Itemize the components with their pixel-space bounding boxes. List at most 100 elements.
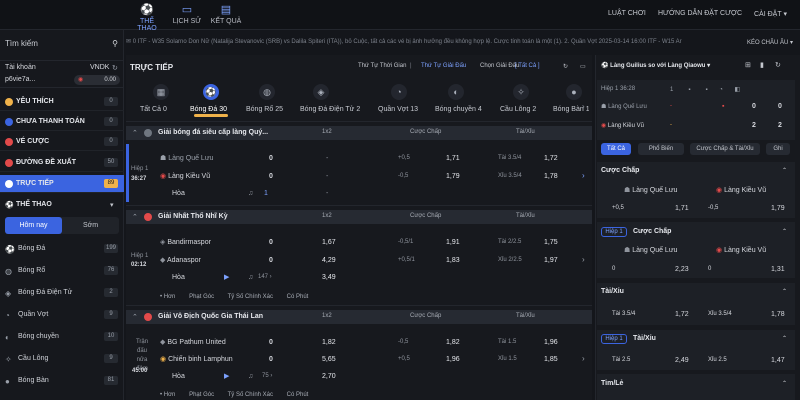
team-home-row: ◈ Bandirmaspor [160, 239, 211, 246]
league-header[interactable]: ⌃ Giải Nhất Thổ Nhĩ Kỳ 1x2 Cược Chấp Tài… [126, 210, 592, 224]
sidebar [0, 30, 124, 400]
sport-tennis[interactable]: ◔ Quần Vợt 9 [0, 306, 124, 324]
search-icon: ⚲ [112, 39, 118, 48]
sport-basketball[interactable]: ◍ Bóng Rổ 76 [0, 262, 124, 280]
chevron-right-icon[interactable]: › [582, 354, 585, 363]
subtab-minutes[interactable]: Có Phút [286, 392, 309, 398]
tab-table-tennis[interactable]: ●Bóng Bàn 13 [553, 80, 589, 122]
filter-all[interactable]: Tất Cả [601, 143, 631, 155]
sport-esoccer[interactable]: ◈ Bóng Đá Điện Tử 2 [0, 284, 124, 302]
megaphone-icon: ✉ [126, 39, 132, 45]
nav-sports[interactable]: ⚽ THỂ THAO [137, 4, 157, 32]
tab-soccer[interactable]: ⚽ Bóng Đá 30 [190, 80, 234, 122]
currency: VNDK [90, 64, 110, 71]
search-input[interactable]: Tìm kiếm ⚲ [5, 39, 118, 48]
refresh-icon[interactable]: ↻ [112, 65, 118, 72]
odds-button[interactable]: 2,49 [675, 357, 689, 364]
bell-icon[interactable]: ♫ [248, 274, 254, 281]
shuttlecock-icon: ✧ [5, 355, 12, 364]
chevron-up-icon[interactable]: ⌃ [782, 229, 788, 235]
betting-guide-link[interactable]: HƯỚNG DẪN ĐẶT CƯỢC [658, 10, 743, 17]
sport-soccer[interactable]: ⚽ Bóng Đá 199 [5, 244, 118, 254]
filter-handicap-ou[interactable]: Cược Chấp & Tài/Xỉu [690, 143, 760, 155]
red-card-indicator: ▪ [722, 103, 725, 110]
odds-button[interactable]: 1,78 [771, 311, 785, 318]
refresh-icon[interactable]: ↻ [775, 62, 781, 69]
subtab-corners[interactable]: Phạt Góc [189, 392, 215, 398]
video-icon[interactable]: ▶ [224, 274, 230, 281]
sport-table-tennis[interactable]: ● Bóng Bàn 81 [0, 372, 124, 390]
sort-time[interactable]: Thứ Tự Thời Gian [358, 63, 407, 69]
chevron-right-icon[interactable]: › [582, 102, 585, 111]
chevron-up-icon[interactable]: ⌃ [782, 381, 788, 387]
collapse-icon[interactable]: ▭ [580, 64, 586, 70]
refresh-icon[interactable]: ↻ [563, 64, 569, 70]
sport-badminton[interactable]: ✧ Cầu Lông 9 [0, 350, 124, 368]
soccer-icon: ⚽ [5, 245, 15, 254]
tab-basketball[interactable]: ◍ Bóng Rổ 25 [246, 80, 290, 122]
tab-tennis[interactable]: ◔ Quần Vợt 13 [378, 80, 422, 122]
more-markets[interactable]: 147 › [258, 274, 272, 280]
tab-early[interactable]: Sớm [82, 222, 99, 229]
bell-icon[interactable]: ♫ [248, 373, 254, 380]
market-subtabs: • Hơn Phạt Góc Tỷ Số Chính Xác Có Phút [160, 294, 308, 300]
subtab-minutes[interactable]: Có Phút [286, 294, 309, 300]
team-away-row: ◉ Chiến binh Lamphun [160, 356, 233, 363]
pin-icon[interactable]: ⊞ [745, 62, 751, 69]
menu-live[interactable]: TRỰC TIẾP 89 [0, 175, 124, 193]
paddle-icon: ● [5, 377, 10, 386]
filter-score[interactable]: Ghi [766, 143, 790, 155]
day-tabs: Hôm nay Sớm [5, 217, 119, 234]
subtab-more[interactable]: Hơn [163, 392, 176, 398]
bell-icon[interactable]: ♫ [248, 190, 254, 197]
video-icon[interactable]: ▶ [224, 373, 230, 380]
settings-link[interactable]: CÀI ĐẶT ▾ [754, 11, 787, 18]
league-header[interactable]: ⌃ Giải Vô Địch Quốc Gia Thái Lan 1x2 Cượ… [126, 310, 592, 324]
tab-today[interactable]: Hôm nay [5, 217, 62, 234]
subtab-more[interactable]: Hơn [163, 294, 176, 300]
menu-favorites[interactable]: YÊU THÍCH 0 [0, 93, 124, 111]
odds-button[interactable]: 1,79 [771, 205, 785, 212]
subtab-correct-score[interactable]: Tỷ Số Chính Xác [227, 294, 273, 300]
league-header[interactable]: ⌃ Giải bóng đá siêu cấp làng Quý... 1x2 … [126, 126, 592, 140]
filter-popular[interactable]: Phổ Biến [638, 143, 684, 155]
team-logo-icon: ☗ [601, 104, 607, 110]
tab-volleyball[interactable]: ◐ Bóng chuyền 4 [435, 80, 482, 122]
nav-history[interactable]: ▭ LỊCH SỬ [172, 4, 202, 25]
menu-unsettled[interactable]: CHƯA THANH TOÁN 0 [0, 113, 124, 131]
subtab-correct-score[interactable]: Tỷ Số Chính Xác [227, 392, 273, 398]
page-title: TRỰC TIẾP [130, 63, 174, 72]
sort-league[interactable]: Thứ Tự Giải Đấu [421, 63, 467, 69]
menu-suggested[interactable]: ĐƯỜNG ĐỀ XUẤT 50 [0, 154, 124, 172]
sports-header[interactable]: ⚽ THỂ THAO ▾ [5, 201, 114, 209]
menu-tickets[interactable]: VÉ CƯỢC 0 [0, 133, 124, 151]
chevron-right-icon[interactable]: › [582, 171, 585, 180]
chevron-down-icon: ▾ [783, 11, 787, 18]
tab-all[interactable]: ▦ Tất Cả 0 [140, 80, 184, 122]
tab-badminton[interactable]: ✧ Cầu Lông 2 [500, 80, 544, 122]
team-home-row: ◆ BG Pathum United [160, 339, 226, 346]
choose-all[interactable]: [ Tất Cả ] [515, 63, 540, 69]
chevron-right-icon[interactable]: › [582, 255, 585, 264]
tab-esoccer[interactable]: ◈ Bóng Đá Điện Tử 2 [300, 80, 360, 122]
more-markets[interactable]: 1 [264, 190, 268, 197]
chevron-up-icon[interactable]: ⌃ [782, 336, 788, 342]
odds-format-select[interactable]: KÉO CHÂU ÂU ▾ [744, 39, 794, 46]
odds-button[interactable]: 1,47 [771, 357, 785, 364]
sport-volleyball[interactable]: ◐ Bóng chuyền 10 [0, 328, 124, 346]
subtab-corners[interactable]: Phạt Góc [189, 294, 215, 300]
odds-button[interactable]: 1,71 [675, 205, 689, 212]
choose-league[interactable]: Chọn Giải Đấu [480, 63, 520, 69]
rules-link[interactable]: LUẬT CHƠI [608, 10, 646, 17]
chevron-up-icon[interactable]: ⌃ [782, 168, 788, 174]
odds-button[interactable]: 1,72 [675, 311, 689, 318]
chevron-up-icon[interactable]: ⌃ [782, 289, 788, 295]
match-title: ⚽ Làng Guilius so với Làng Qiaowu ▾ [601, 63, 711, 69]
stats-icon[interactable]: ▮ [760, 62, 764, 69]
odds-button[interactable]: 1,31 [771, 266, 785, 273]
chevron-up-icon: ⌃ [132, 314, 138, 321]
odds-button[interactable]: 2,23 [675, 266, 689, 273]
nav-results[interactable]: ▤ KẾT QUẢ [210, 4, 242, 25]
more-markets[interactable]: 75 › [262, 373, 273, 379]
team-logo-icon: ☗ [624, 187, 631, 194]
